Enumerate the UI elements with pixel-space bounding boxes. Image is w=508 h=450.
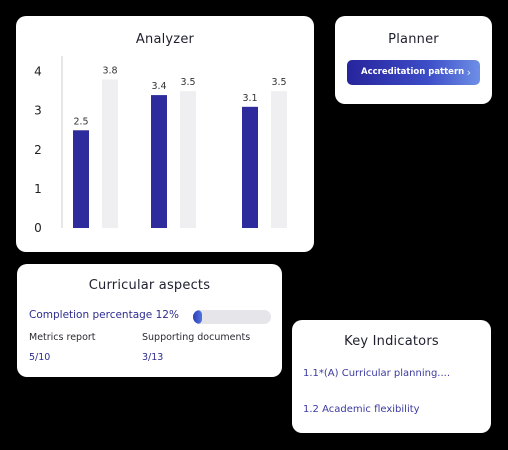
key-indicator-item[interactable]: 1.2 Academic flexibility — [303, 404, 420, 415]
bar-data-label: 3.5 — [180, 77, 195, 88]
bar-current — [242, 106, 258, 228]
y-tick-label: 4 — [34, 65, 42, 79]
key-indicator-item[interactable]: 1.1*(A) Curricular planning.... — [303, 368, 451, 379]
metrics-report-label: Metrics report — [29, 332, 96, 343]
analyzer-card: 0 1 2 3 4 2.5 3.8 3.4 3.5 3.1 3.5 Analyzer — [16, 16, 314, 252]
y-tick-label: 0 — [34, 221, 42, 235]
bar-data-label: 3.5 — [271, 77, 286, 88]
bar-current — [151, 95, 167, 228]
bar-target — [102, 79, 118, 228]
accreditation-pattern-label: Accreditation pattern — [361, 67, 465, 77]
supporting-documents-value: 3/13 — [142, 352, 164, 363]
bar-data-label: 3.4 — [151, 81, 166, 92]
curricular-title: Curricular aspects — [88, 278, 211, 293]
bar-data-label: 3.1 — [242, 93, 257, 104]
completion-progress-fill — [193, 310, 203, 324]
accreditation-pattern-button[interactable]: Accreditation pattern › — [347, 60, 480, 85]
completion-percentage-label: Completion percentage 12% — [29, 309, 179, 321]
metrics-report-value: 5/10 — [29, 352, 51, 363]
analyzer-title: Analyzer — [135, 32, 195, 47]
planner-card: Planner Accreditation pattern › — [335, 16, 492, 104]
key-indicators-card: Key Indicators 1.1*(A) Curricular planni… — [292, 320, 491, 433]
planner-title: Planner — [388, 32, 439, 47]
analyzer-chart: 0 1 2 3 4 2.5 3.8 3.4 3.5 3.1 3.5 — [34, 56, 287, 235]
y-tick-label: 1 — [34, 182, 42, 196]
bar-target — [180, 91, 196, 228]
bar-target — [271, 91, 287, 228]
y-tick-label: 2 — [34, 143, 42, 157]
curricular-aspects-card: Curricular aspects Completion percentage… — [17, 264, 282, 377]
bar-current — [73, 130, 89, 228]
bar-data-label: 3.8 — [102, 65, 117, 76]
supporting-documents-label: Supporting documents — [142, 332, 251, 343]
bar-data-label: 2.5 — [73, 116, 88, 127]
chevron-right-icon: › — [466, 66, 471, 79]
completion-progress-bar — [193, 310, 271, 324]
y-tick-label: 3 — [34, 104, 42, 118]
key-indicators-title: Key Indicators — [344, 334, 439, 349]
